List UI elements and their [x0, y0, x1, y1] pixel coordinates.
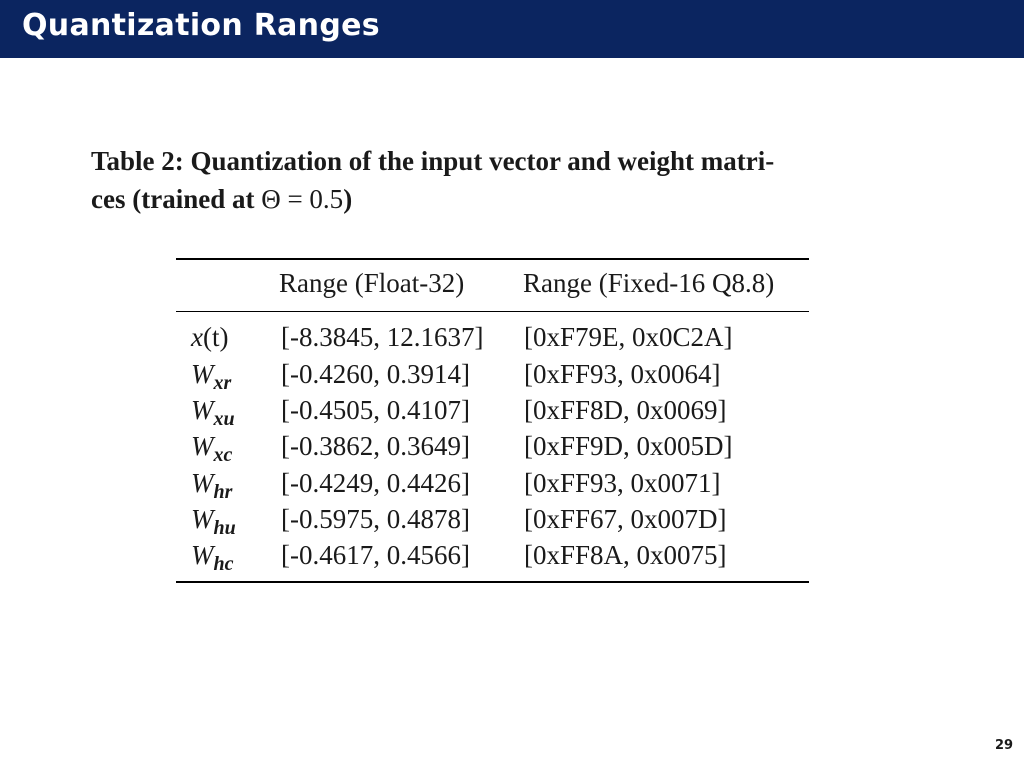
table-bottom-rule: [176, 581, 809, 583]
float-range: [-0.4249, 0.4426]: [281, 468, 470, 498]
slide-title: Quantization Ranges: [22, 8, 380, 43]
table-header-rule: [176, 311, 809, 312]
float-range: [-0.3862, 0.3649]: [281, 431, 470, 461]
table-row: x(t) [-8.3845, 12.1637] [0xF79E, 0x0C2A]: [0, 319, 1024, 355]
table-top-rule: [176, 258, 809, 260]
table-row: Whr [-0.4249, 0.4426] [0xFF93, 0x0071]: [0, 465, 1024, 503]
caption-suffix: ): [343, 184, 353, 214]
table-row: Whu [-0.5975, 0.4878] [0xFF67, 0x007D]: [0, 501, 1024, 539]
row-label: Wxu: [191, 395, 235, 430]
fixed-range: [0xFF93, 0x0071]: [524, 468, 721, 498]
float-range: [-0.5975, 0.4878]: [281, 504, 470, 534]
fixed-range: [0xFF8A, 0x0075]: [524, 540, 727, 570]
caption-theta: Θ = 0.5: [261, 184, 344, 214]
fixed-range: [0xFF9D, 0x005D]: [524, 431, 733, 461]
fixed-range: [0xF79E, 0x0C2A]: [524, 322, 733, 352]
table-row: Wxc [-0.3862, 0.3649] [0xFF9D, 0x005D]: [0, 428, 1024, 466]
fixed-range: [0xFF93, 0x0064]: [524, 359, 721, 389]
row-label: Whr: [191, 468, 233, 503]
table-caption: Table 2: Quantization of the input vecto…: [91, 142, 921, 218]
caption-prefix: ces (trained at: [91, 184, 262, 214]
float-range: [-0.4260, 0.3914]: [281, 359, 470, 389]
page-number: 29: [995, 738, 1014, 753]
fixed-range: [0xFF67, 0x007D]: [524, 504, 727, 534]
fixed-range: [0xFF8D, 0x0069]: [524, 395, 727, 425]
header-float32: Range (Float-32): [279, 268, 465, 298]
caption-line-1: Table 2: Quantization of the input vecto…: [91, 146, 775, 176]
table-row: Wxu [-0.4505, 0.4107] [0xFF8D, 0x0069]: [0, 392, 1024, 430]
row-label: Wxr: [191, 359, 232, 394]
table-row: Wxr [-0.4260, 0.3914] [0xFF93, 0x0064]: [0, 356, 1024, 394]
title-bar: Quantization Ranges: [0, 0, 1024, 58]
caption-line-2: ces (trained at Θ = 0.5): [91, 180, 921, 218]
row-label: x(t): [191, 322, 229, 352]
float-range: [-0.4617, 0.4566]: [281, 540, 470, 570]
row-label: Whc: [191, 540, 234, 575]
row-label: Wxc: [191, 431, 233, 466]
header-fixed16: Range (Fixed-16 Q8.8): [523, 268, 775, 298]
row-label: Whu: [191, 504, 236, 539]
table-row: Whc [-0.4617, 0.4566] [0xFF8A, 0x0075]: [0, 537, 1024, 575]
float-range: [-0.4505, 0.4107]: [281, 395, 470, 425]
float-range: [-8.3845, 12.1637]: [281, 322, 484, 352]
